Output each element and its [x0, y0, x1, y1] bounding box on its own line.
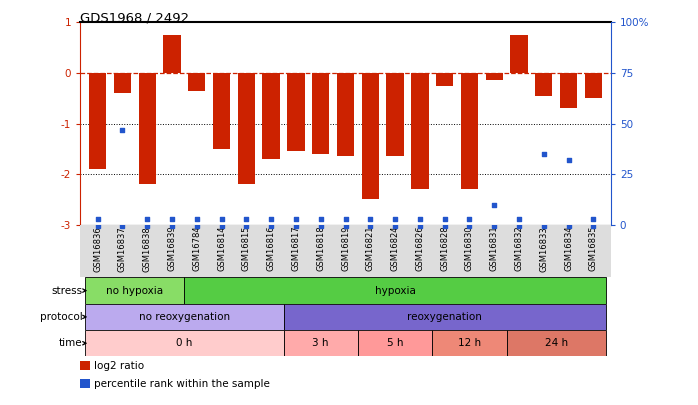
Text: GSM16832: GSM16832 [514, 226, 524, 271]
Text: 0 h: 0 h [176, 338, 193, 348]
Text: GSM16815: GSM16815 [242, 226, 251, 271]
Bar [337, 73, 354, 156]
Bar [283, 304, 606, 330]
Text: percentile rank within the sample: percentile rank within the sample [94, 379, 269, 389]
Text: GSM16828: GSM16828 [440, 226, 450, 271]
Text: GSM16836: GSM16836 [93, 226, 102, 272]
Bar [436, 73, 453, 85]
Bar [535, 73, 553, 96]
Bar [283, 330, 358, 356]
Text: GSM16814: GSM16814 [217, 226, 226, 271]
Text: time: time [59, 338, 83, 348]
Point [415, 215, 426, 222]
Bar [358, 330, 432, 356]
Text: no hypoxia: no hypoxia [106, 286, 163, 296]
Bar [585, 73, 602, 98]
Text: GSM16826: GSM16826 [415, 226, 424, 271]
Text: GSM16834: GSM16834 [564, 226, 573, 271]
Text: GSM16839: GSM16839 [168, 226, 177, 271]
Text: GSM16838: GSM16838 [142, 226, 151, 272]
Bar [387, 73, 403, 156]
Bar [85, 330, 283, 356]
Text: log2 ratio: log2 ratio [94, 360, 144, 371]
Point [265, 215, 276, 222]
Text: GSM16784: GSM16784 [192, 226, 201, 271]
Text: reoxygenation: reoxygenation [407, 312, 482, 322]
Bar [312, 73, 329, 154]
Bar [184, 277, 606, 304]
Bar [85, 277, 184, 304]
Text: 12 h: 12 h [458, 338, 481, 348]
Bar [486, 73, 503, 81]
Point [241, 215, 252, 222]
Text: GSM16837: GSM16837 [118, 226, 127, 272]
Bar [188, 73, 205, 91]
Bar [138, 73, 156, 184]
Text: 3 h: 3 h [313, 338, 329, 348]
Text: 5 h: 5 h [387, 338, 403, 348]
Text: GSM16830: GSM16830 [465, 226, 474, 271]
Point [340, 215, 351, 222]
Point [142, 215, 153, 222]
Text: GSM16835: GSM16835 [589, 226, 598, 271]
Point [439, 215, 450, 222]
Bar [89, 73, 106, 169]
Point [538, 151, 549, 157]
Bar [114, 73, 131, 93]
Text: GSM16816: GSM16816 [267, 226, 276, 271]
Point [117, 126, 128, 133]
Point [489, 201, 500, 208]
Bar [238, 73, 255, 184]
Bar [507, 330, 606, 356]
Point [290, 215, 302, 222]
Text: GSM16833: GSM16833 [540, 226, 549, 272]
Point [514, 215, 525, 222]
Bar [80, 379, 90, 388]
Text: GSM16818: GSM16818 [316, 226, 325, 271]
Text: stress: stress [52, 286, 83, 296]
Point [588, 215, 599, 222]
Text: GSM16831: GSM16831 [490, 226, 499, 271]
Bar [411, 73, 429, 189]
Bar [432, 330, 507, 356]
Bar [362, 73, 379, 199]
Text: no reoxygenation: no reoxygenation [139, 312, 230, 322]
Point [389, 215, 401, 222]
Bar [80, 361, 90, 370]
Text: protocol: protocol [40, 312, 83, 322]
Point [216, 215, 227, 222]
Text: hypoxia: hypoxia [375, 286, 415, 296]
Text: GSM16824: GSM16824 [391, 226, 399, 271]
Point [563, 157, 574, 163]
Point [166, 215, 177, 222]
Point [464, 215, 475, 222]
Bar [80, 225, 611, 277]
Text: GSM16819: GSM16819 [341, 226, 350, 271]
Text: GDS1968 / 2492: GDS1968 / 2492 [80, 11, 189, 24]
Bar [461, 73, 478, 189]
Bar [163, 35, 181, 73]
Point [191, 215, 202, 222]
Text: GSM16817: GSM16817 [292, 226, 300, 271]
Point [315, 215, 326, 222]
Bar [213, 73, 230, 149]
Point [92, 215, 103, 222]
Point [365, 215, 376, 222]
Text: 24 h: 24 h [544, 338, 567, 348]
Text: GSM16821: GSM16821 [366, 226, 375, 271]
Bar [510, 35, 528, 73]
Bar [288, 73, 304, 151]
Bar [85, 304, 283, 330]
Bar [560, 73, 577, 108]
Bar [262, 73, 280, 159]
